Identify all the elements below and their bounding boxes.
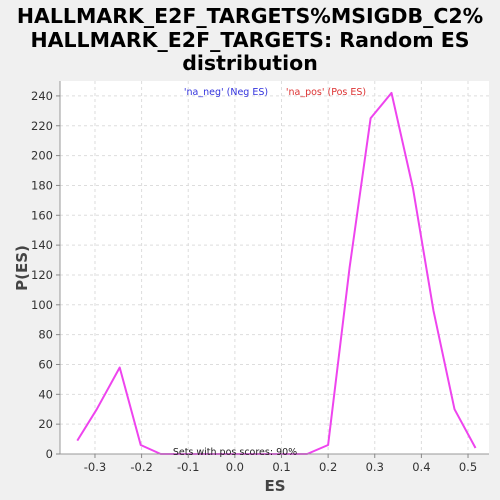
x-tick-label-2: -0.1 [177,460,199,474]
y-axis-label: P(ES) [13,245,31,291]
grid [60,81,489,455]
plot-area [60,81,489,454]
chart-title-line-2: HALLMARK_E2F_TARGETS: Random ES [30,28,469,52]
x-axis-label: ES [264,477,285,495]
y-tick-label-8: 160 [31,208,53,222]
x-tick-label-0: -0.3 [84,460,106,474]
x-tick-label-4: 0.1 [272,460,290,474]
legend-neg-label: 'na_neg' (Neg ES) [184,87,268,98]
y-tick-label-2: 40 [38,387,53,401]
y-tick-label-10: 200 [31,149,53,163]
x-axis: -0.3 -0.2 -0.1 0.0 0.1 0.2 0.3 0.4 0.5 [60,453,489,474]
y-tick-label-7: 140 [31,238,53,252]
pos-scores-annotation: Sets with pos scores: 90% [173,447,297,458]
chart-title-line-3: distribution [182,51,318,75]
y-tick-label-5: 100 [31,298,53,312]
chart-title-line-1: HALLMARK_E2F_TARGETS%MSIGDB_C2% [17,4,483,28]
x-tick-label-3: 0.0 [226,460,244,474]
y-tick-label-12: 240 [31,89,53,103]
y-axis: 0 20 40 60 80 100 120 140 160 180 200 220 240 [31,81,61,461]
x-tick-label-7: 0.4 [412,460,430,474]
y-tick-label-9: 180 [31,178,53,192]
x-tick-label-6: 0.3 [366,460,384,474]
x-tick-label-5: 0.2 [319,460,337,474]
x-tick-label-8: 0.5 [459,460,477,474]
y-tick-label-0: 0 [46,447,53,461]
legend-pos-label: 'na_pos' (Pos ES) [286,87,366,98]
x-tick-label-1: -0.2 [130,460,152,474]
y-tick-label-4: 80 [38,328,53,342]
y-tick-label-11: 220 [31,119,53,133]
y-tick-label-3: 60 [38,357,53,371]
y-tick-label-6: 120 [31,268,53,282]
y-tick-label-1: 20 [38,417,53,431]
